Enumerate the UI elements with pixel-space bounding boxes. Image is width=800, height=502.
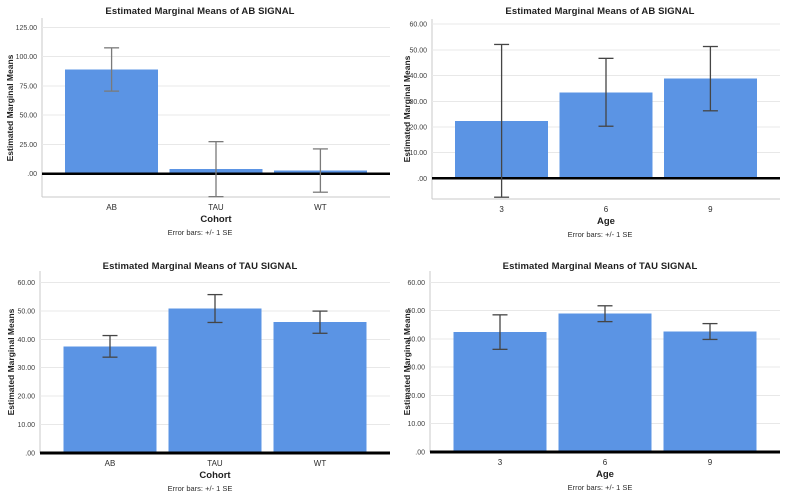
y-tick-label: 75.00 bbox=[19, 83, 37, 90]
chart-title: Estimated Marginal Means of AB SIGNAL bbox=[105, 6, 295, 17]
y-tick-label: 10.00 bbox=[409, 150, 427, 157]
error-bar bbox=[102, 334, 118, 358]
chart-title: Estimated Marginal Means of TAU SIGNAL bbox=[102, 261, 298, 272]
x-tick-label: TAU bbox=[207, 459, 223, 468]
x-tick-label: 3 bbox=[499, 205, 504, 214]
y-tick-label: 50.00 bbox=[17, 308, 35, 315]
x-tick-label: 9 bbox=[708, 458, 713, 467]
bar bbox=[453, 332, 547, 452]
chart-panel-ab-signal-by-age: Estimated Marginal Means of AB SIGNAL Es… bbox=[400, 0, 800, 251]
x-tick-label: AB bbox=[106, 203, 117, 212]
x-axis-title: Cohort bbox=[199, 470, 231, 481]
y-tick-label: .00 bbox=[415, 450, 425, 457]
bar bbox=[168, 308, 262, 453]
x-tick-label: 6 bbox=[604, 205, 609, 214]
x-tick-label: 9 bbox=[708, 205, 713, 214]
error-bar bbox=[597, 305, 613, 323]
chart-panel-tau-signal-by-age: Estimated Marginal Means of TAU SIGNAL E… bbox=[400, 251, 800, 502]
y-tick-label: 60.00 bbox=[407, 280, 425, 287]
x-axis-title: Age bbox=[596, 469, 614, 480]
y-tick-label: 125.00 bbox=[16, 25, 38, 32]
y-tick-label: 50.00 bbox=[19, 113, 37, 120]
x-tick-label: WT bbox=[314, 203, 327, 212]
y-tick-label: 40.00 bbox=[407, 336, 425, 343]
error-bars-note: Error bars: +/- 1 SE bbox=[167, 228, 233, 237]
chart-title: Estimated Marginal Means of TAU SIGNAL bbox=[502, 261, 698, 272]
y-tick-label: 50.00 bbox=[407, 308, 425, 315]
bar bbox=[663, 331, 757, 452]
x-tick-label: AB bbox=[105, 459, 116, 468]
error-bars-note: Error bars: +/- 1 SE bbox=[167, 484, 233, 493]
error-bar bbox=[207, 293, 223, 324]
error-bar bbox=[208, 141, 224, 198]
x-axis-title: Age bbox=[597, 216, 615, 227]
y-tick-label: 30.00 bbox=[409, 99, 427, 106]
y-tick-label: .00 bbox=[27, 171, 37, 178]
plot-area: .00 10.00 20.00 30.00 40.00 50.00 60.00 3 6 9 bbox=[407, 271, 780, 467]
y-tick-label: 25.00 bbox=[19, 142, 37, 149]
x-tick-label: WT bbox=[314, 459, 327, 468]
y-tick-label: 60.00 bbox=[409, 22, 427, 29]
y-tick-label: .00 bbox=[417, 176, 427, 183]
y-tick-label: 20.00 bbox=[409, 125, 427, 132]
error-bar bbox=[494, 43, 510, 198]
error-bar bbox=[702, 322, 718, 341]
bar bbox=[273, 322, 367, 453]
y-tick-label: 30.00 bbox=[17, 365, 35, 372]
bar bbox=[558, 313, 652, 452]
plot-area: .00 10.00 20.00 30.00 40.00 50.00 60.00 3 6 9 bbox=[409, 19, 780, 214]
x-tick-label: 6 bbox=[603, 458, 608, 467]
error-bars-note: Error bars: +/- 1 SE bbox=[567, 230, 633, 239]
chart-panel-ab-signal-by-cohort: Estimated Marginal Means of AB SIGNAL Es… bbox=[0, 0, 400, 251]
y-tick-label: 40.00 bbox=[17, 337, 35, 344]
y-tick-label: 50.00 bbox=[409, 47, 427, 54]
error-bars-note: Error bars: +/- 1 SE bbox=[567, 483, 633, 492]
error-bar bbox=[492, 314, 508, 350]
y-tick-label: 10.00 bbox=[17, 422, 35, 429]
y-tick-label: 40.00 bbox=[409, 73, 427, 80]
y-tick-label: 60.00 bbox=[17, 280, 35, 287]
y-tick-label: .00 bbox=[25, 451, 35, 458]
plot-area: .00 10.00 20.00 30.00 40.00 50.00 60.00 AB TAU WT bbox=[17, 271, 390, 468]
plot-area: .00 25.00 50.00 75.00 100.00 125.00 AB TAU WT bbox=[16, 18, 390, 212]
y-tick-label: 10.00 bbox=[407, 421, 425, 428]
error-bar bbox=[104, 47, 120, 92]
error-bar bbox=[598, 57, 614, 127]
chart-panel-tau-signal-by-cohort: Estimated Marginal Means of TAU SIGNAL E… bbox=[0, 251, 400, 502]
chart-title: Estimated Marginal Means of AB SIGNAL bbox=[505, 6, 695, 17]
x-tick-label: TAU bbox=[208, 203, 224, 212]
y-tick-label: 30.00 bbox=[407, 365, 425, 372]
error-bar bbox=[312, 310, 328, 334]
y-tick-label: 100.00 bbox=[16, 54, 38, 61]
x-axis-title: Cohort bbox=[200, 214, 232, 225]
error-bar bbox=[312, 148, 328, 193]
y-tick-label: 20.00 bbox=[407, 393, 425, 400]
y-tick-label: 20.00 bbox=[17, 394, 35, 401]
bar bbox=[63, 346, 157, 453]
x-tick-label: 3 bbox=[498, 458, 503, 467]
error-bar bbox=[702, 45, 718, 112]
